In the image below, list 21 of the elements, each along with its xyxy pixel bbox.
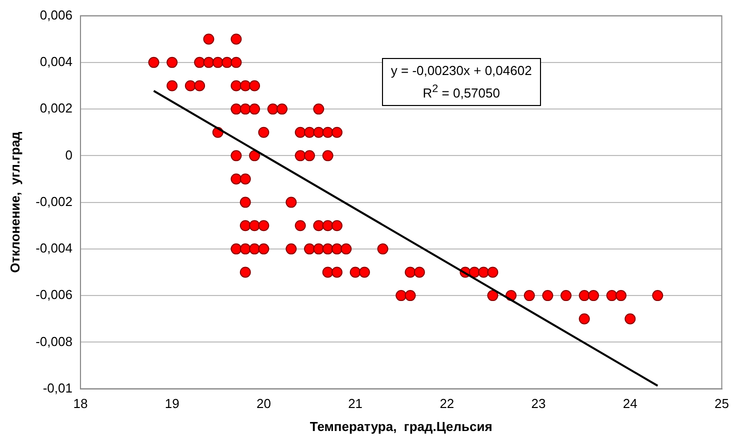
x-tick-label: 25 — [714, 396, 730, 412]
y-tick-label: 0 — [65, 147, 72, 162]
x-tick-label: 23 — [531, 396, 546, 412]
y-tick-label: 0,004 — [40, 54, 72, 70]
y-tick-label: -0,01 — [42, 380, 72, 396]
annotation: R$^{2}$ = 0,57050 — [422, 82, 501, 102]
y-tick-label: 0,002 — [40, 100, 72, 116]
x-tick-label: 19 — [164, 396, 180, 412]
y-tick-label: -0,002 — [36, 194, 72, 209]
x-tick-label: 20 — [256, 396, 271, 412]
annotation: y = -0,00230x + 0,04602 — [390, 62, 532, 80]
y-axis-title: Отклонение, угл.град — [7, 130, 22, 273]
x-tick-label: 24 — [622, 396, 638, 412]
y-tick-label: -0,004 — [36, 240, 72, 256]
x-axis-title: Температура, град.Цельсия — [310, 418, 492, 434]
x-tick-label: 22 — [440, 396, 454, 412]
y-tick-label: -0,006 — [36, 287, 72, 302]
x-tick-label: 18 — [73, 396, 88, 412]
x-tick-label: 21 — [348, 396, 363, 412]
y-tick-label: -0,008 — [36, 334, 72, 349]
y-tick-label: 0,006 — [40, 7, 72, 22]
